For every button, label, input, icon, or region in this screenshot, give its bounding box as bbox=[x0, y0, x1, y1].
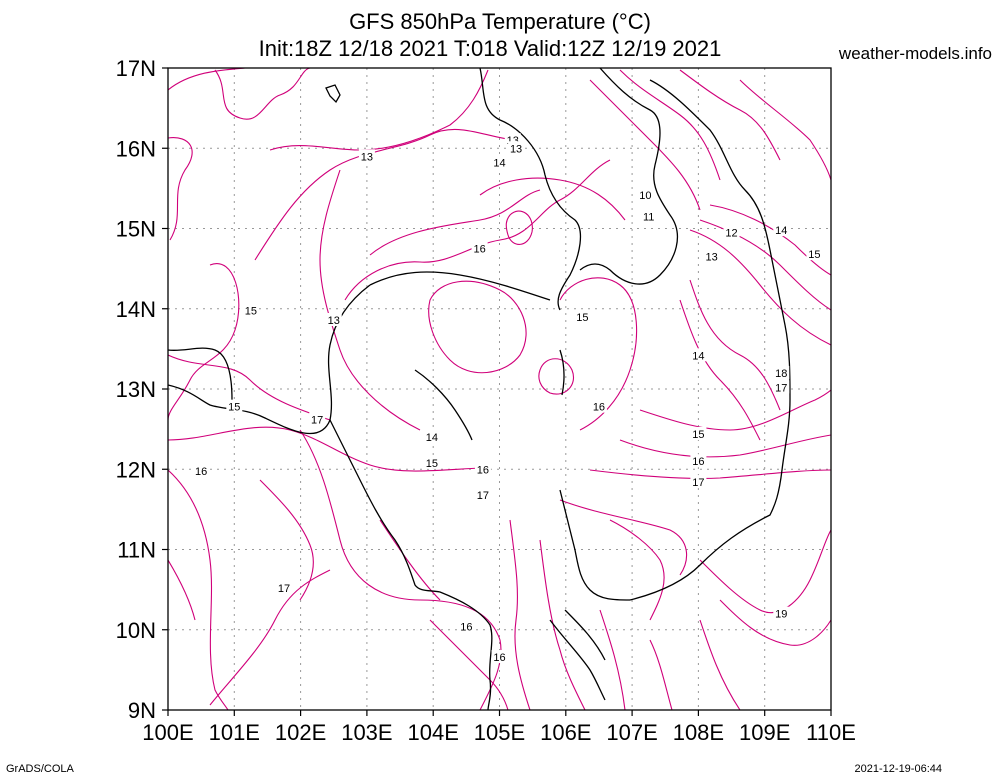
contour-label: 16 bbox=[195, 466, 207, 478]
contour-label: 17 bbox=[775, 382, 787, 394]
contour-label-background bbox=[637, 187, 654, 201]
contour-label: 15 bbox=[692, 429, 704, 441]
contour-label-background bbox=[508, 141, 525, 155]
site-watermark: weather-models.info bbox=[838, 44, 992, 63]
contour-label-background bbox=[690, 475, 707, 489]
x-tick-label: 107E bbox=[606, 720, 657, 745]
contour-label: 16 bbox=[593, 402, 605, 414]
contour-label: 14 bbox=[692, 350, 704, 362]
contour-label-background bbox=[703, 249, 720, 263]
x-tick-label: 105E bbox=[474, 720, 525, 745]
contour-label: 17 bbox=[278, 583, 290, 595]
contour-label-background bbox=[276, 581, 293, 595]
contour-label-background bbox=[723, 225, 740, 239]
contour-label: 18 bbox=[775, 368, 787, 380]
contour-label-background bbox=[423, 455, 440, 469]
chart-title: GFS 850hPa Temperature (°C) bbox=[349, 9, 651, 34]
contour-label-background bbox=[806, 247, 823, 261]
contour-label-background bbox=[474, 462, 491, 476]
longitude-axis-labels: 100E 101E 102E 103E 104E 105E 106E 107E 108E 109E… bbox=[142, 710, 856, 745]
contour-label-background bbox=[574, 309, 591, 323]
contour-label-background bbox=[458, 619, 475, 633]
contour-label: 16 bbox=[692, 456, 704, 468]
isotherm-contours bbox=[168, 68, 831, 710]
contour-label-background bbox=[690, 348, 707, 362]
y-tick-label: 15N bbox=[116, 217, 156, 242]
contour-label-background bbox=[423, 430, 440, 444]
contour-label: 16 bbox=[473, 244, 485, 256]
x-tick-label: 104E bbox=[408, 720, 459, 745]
contour-label: 11 bbox=[643, 211, 654, 223]
x-tick-label: 100E bbox=[142, 720, 193, 745]
contour-label-background bbox=[640, 209, 657, 223]
contour-label: 13 bbox=[510, 143, 522, 155]
contour-label-background bbox=[242, 303, 259, 317]
y-tick-label: 17N bbox=[116, 56, 156, 81]
chart-subtitle-run-info: Init:18Z 12/18 2021 T:018 Valid:12Z 12/1… bbox=[258, 36, 722, 61]
contour-label-background bbox=[325, 312, 342, 326]
contour-label-background bbox=[491, 155, 508, 169]
y-tick-label: 11N bbox=[117, 538, 156, 563]
contour-label: 19 bbox=[775, 609, 787, 621]
coastline-and-borders bbox=[168, 68, 791, 710]
contour-label: 14 bbox=[775, 225, 787, 237]
contour-label-background bbox=[226, 399, 243, 413]
contour-label-background bbox=[471, 241, 488, 255]
contour-label: 13 bbox=[361, 151, 373, 163]
contour-label: 17 bbox=[477, 490, 489, 502]
latitude-axis-labels: 17N 16N 15N 14N 13N 12N 11N 10N 9N bbox=[116, 56, 168, 723]
contour-label-background bbox=[690, 426, 707, 440]
y-tick-label: 12N bbox=[116, 457, 156, 482]
lat-lon-gridlines bbox=[168, 68, 831, 710]
x-tick-label: 101E bbox=[209, 720, 260, 745]
contour-label-background bbox=[590, 399, 607, 413]
x-tick-label: 110E bbox=[806, 720, 856, 745]
contour-label: 16 bbox=[460, 622, 472, 634]
contour-label: 15 bbox=[426, 458, 438, 470]
y-tick-label: 10N bbox=[116, 618, 156, 643]
contour-label-background bbox=[773, 380, 790, 394]
contour-label-background bbox=[358, 149, 375, 163]
contour-label-background bbox=[309, 412, 326, 426]
software-credit: GrADS/COLA bbox=[6, 763, 74, 775]
x-tick-label: 109E bbox=[739, 720, 790, 745]
y-tick-label: 9N bbox=[128, 698, 156, 723]
y-tick-label: 16N bbox=[116, 136, 156, 161]
contour-label: 15 bbox=[576, 312, 588, 324]
generation-timestamp: 2021-12-19-06:44 bbox=[854, 763, 942, 775]
contour-label-background bbox=[773, 606, 790, 620]
contour-label: 10 bbox=[639, 190, 651, 202]
contour-label-background bbox=[491, 650, 508, 664]
contour-label: 15 bbox=[228, 402, 240, 414]
contour-label: 13 bbox=[328, 315, 340, 327]
y-tick-label: 14N bbox=[116, 297, 156, 322]
x-tick-label: 102E bbox=[275, 720, 326, 745]
contour-label: 15 bbox=[808, 249, 820, 261]
contour-label: 15 bbox=[245, 305, 257, 317]
contour-label: 16 bbox=[493, 652, 505, 664]
contour-label-background bbox=[690, 454, 707, 468]
x-tick-label: 108E bbox=[673, 720, 724, 745]
contour-label: 14 bbox=[426, 432, 438, 444]
contour-label-background bbox=[773, 365, 790, 379]
contour-label-background bbox=[193, 463, 210, 477]
contour-label: 13 bbox=[706, 252, 718, 264]
x-tick-label: 103E bbox=[341, 720, 392, 745]
contour-label-background bbox=[773, 223, 790, 237]
contour-label: 17 bbox=[692, 477, 704, 489]
x-tick-label: 106E bbox=[540, 720, 591, 745]
contour-label: 12 bbox=[725, 228, 737, 240]
contour-label: 14 bbox=[493, 158, 505, 170]
contour-label: 17 bbox=[311, 414, 323, 426]
contour-label-background bbox=[474, 487, 491, 501]
y-tick-label: 13N bbox=[116, 377, 156, 402]
contour-label: 16 bbox=[477, 464, 489, 476]
